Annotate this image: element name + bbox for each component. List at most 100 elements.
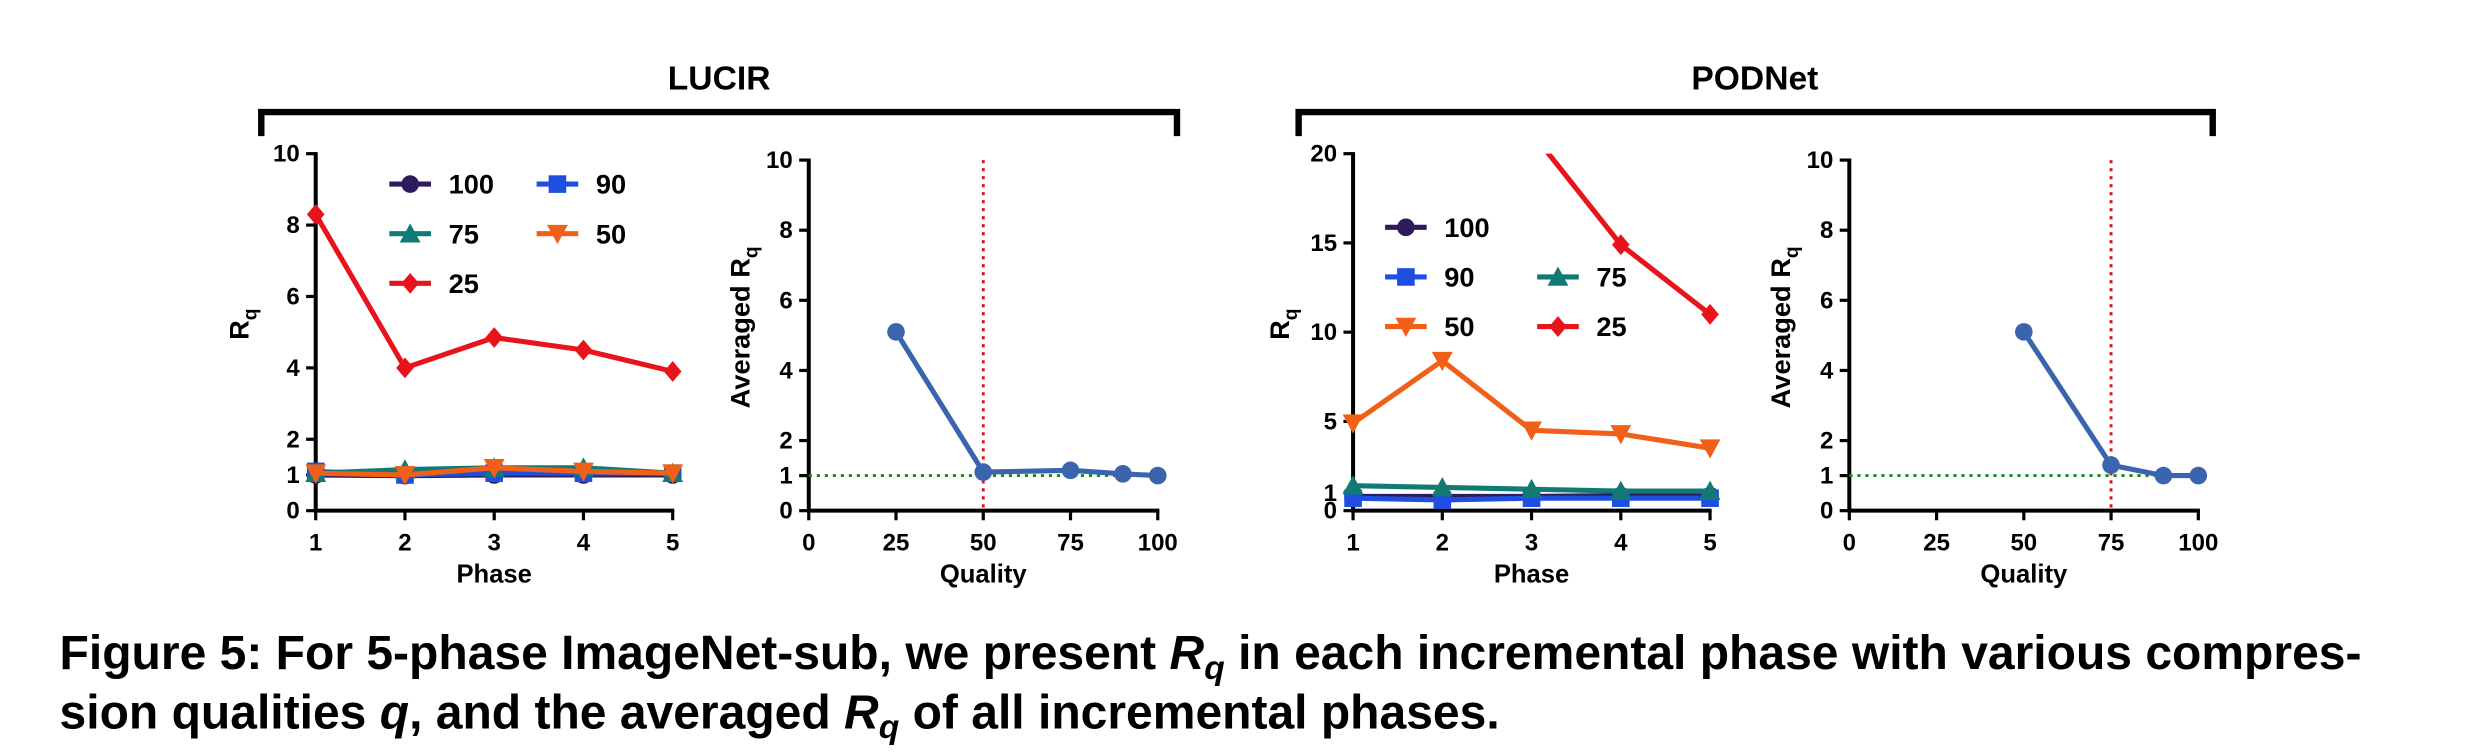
marker: [1610, 425, 1632, 445]
x-tick-label: 3: [1525, 530, 1538, 557]
marker: [547, 224, 568, 245]
y-tick-label: 20: [1310, 141, 1337, 168]
marker: [1701, 303, 1719, 325]
marker: [1547, 266, 1569, 286]
x-tick-label: 5: [1703, 530, 1716, 557]
marker: [1523, 122, 1541, 143]
y-axis-label: Averaged Rq: [725, 246, 763, 408]
x-tick-label: 25: [1923, 530, 1950, 557]
marker: [2015, 323, 2033, 341]
caption-text: sion qualities: [60, 686, 380, 739]
marker: [305, 464, 327, 484]
caption-text: in each incremental phase with various c…: [1225, 627, 2362, 680]
caption-text: , and the averaged: [409, 686, 844, 739]
y-axis-label-main: Averaged R: [1765, 258, 1796, 409]
x-tick-label: 50: [970, 530, 997, 557]
y-tick-label: 0: [779, 498, 792, 525]
group-bracket: [258, 108, 1181, 137]
series-line: [2021, 330, 2199, 479]
x-tick-label: 5: [666, 530, 679, 557]
x-tick-label: 75: [2098, 530, 2125, 557]
x-axis-label: Phase: [456, 561, 531, 589]
marker: [1699, 480, 1721, 500]
x-axis-label: Quality: [1980, 561, 2068, 589]
x-tick-label: 100: [1138, 530, 1178, 557]
marker: [1611, 234, 1630, 256]
series-line: [893, 330, 1158, 479]
caption-math: R: [1170, 627, 1205, 680]
legend-label: 75: [449, 218, 479, 249]
marker: [1148, 466, 1167, 485]
y-tick-label: 6: [1820, 287, 1833, 314]
marker: [485, 327, 504, 348]
marker: [1521, 421, 1542, 441]
marker: [1342, 414, 1364, 434]
y-tick-label: 10: [273, 141, 300, 168]
caption-math-sub: q: [879, 709, 900, 746]
x-tick-label: 0: [802, 530, 815, 557]
legend-label: 50: [596, 218, 626, 249]
y-axis-label-main: Averaged R: [725, 258, 756, 409]
y-tick-label: 0: [1820, 498, 1833, 525]
y-tick-label: 0: [1324, 498, 1337, 525]
y-axis-label-main: R: [223, 320, 254, 340]
legend-label: 50: [1444, 311, 1474, 342]
x-tick-label: 2: [398, 530, 411, 557]
x-axis-label: Quality: [940, 561, 1028, 589]
x-tick-label: 3: [488, 530, 501, 557]
y-tick-label: 10: [1807, 147, 1834, 174]
y-tick-label: 0: [286, 498, 299, 525]
y-tick-label: 2: [779, 428, 792, 455]
marker: [1549, 316, 1567, 337]
x-tick-label: 100: [2178, 530, 2218, 557]
y-tick-label: 8: [779, 217, 792, 244]
marker: [574, 339, 593, 361]
marker: [2102, 456, 2120, 474]
marker: [974, 463, 993, 481]
caption-line: sion qualities q, and the averaged Rq of…: [60, 686, 1500, 746]
y-tick-label: 8: [1820, 217, 1833, 244]
group-title: LUCIR: [668, 61, 771, 98]
x-tick-label: 4: [1614, 530, 1628, 557]
x-tick-label: 25: [883, 530, 910, 557]
marker: [401, 272, 419, 294]
y-tick-label: 4: [1820, 357, 1834, 384]
marker: [1431, 477, 1453, 497]
caption-math: q: [380, 686, 409, 739]
y-tick-label: 1: [1820, 463, 1833, 490]
marker: [396, 357, 414, 379]
legend-label: 25: [1596, 311, 1626, 342]
x-tick-label: 0: [1843, 530, 1856, 557]
x-tick-label: 75: [1057, 530, 1084, 557]
x-tick-label: 1: [1346, 530, 1359, 557]
y-tick-label: 10: [766, 147, 793, 174]
caption-text: of all incremental phases.: [899, 686, 1499, 739]
y-tick-label: 4: [779, 357, 793, 384]
x-tick-label: 1: [309, 530, 322, 557]
marker: [1610, 480, 1632, 500]
legend-label: 100: [449, 169, 494, 200]
y-tick-label: 1: [286, 462, 299, 489]
y-axis-label-main: R: [1264, 320, 1295, 340]
plot-area: [305, 203, 684, 486]
y-axis-label: Averaged Rq: [1765, 246, 1803, 408]
legend-label: 75: [1596, 262, 1626, 293]
y-tick-label: 10: [1310, 319, 1337, 346]
marker: [662, 464, 684, 484]
caption-text: Figure 5: For 5-phase ImageNet-sub, we p…: [60, 627, 1170, 680]
plot-area: [887, 323, 1167, 485]
marker: [1342, 475, 1364, 495]
marker: [887, 323, 905, 341]
marker: [1397, 218, 1415, 237]
y-axis-label: Rq: [223, 308, 261, 339]
y-tick-label: 15: [1310, 230, 1337, 257]
marker: [1699, 439, 1721, 459]
y-tick-label: 2: [1820, 428, 1833, 455]
marker: [573, 462, 594, 482]
y-axis-label-sub: q: [1782, 246, 1803, 258]
x-tick-label: 50: [2010, 530, 2037, 557]
